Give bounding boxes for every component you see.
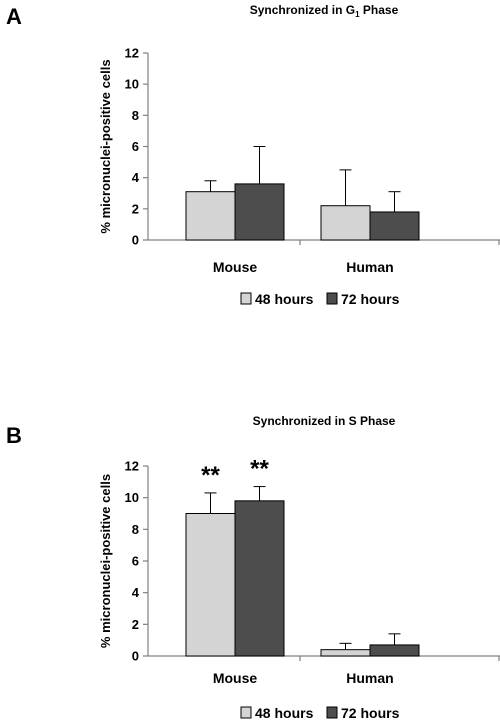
bar-human-series-0 [320,649,371,657]
bar-human-series-1 [369,644,420,657]
chart-title: Synchronized in S Phase [253,414,396,428]
legend-swatch [326,292,338,305]
y-tick-label: 0 [132,233,139,248]
y-tick-label: 12 [125,459,139,474]
y-tick-label: 4 [132,170,140,185]
chart-title-subscript: 1 [355,10,360,19]
legend-label: 48 hours [255,705,314,721]
y-tick-label: 12 [125,46,139,61]
x-tick-label: Mouse [213,670,258,686]
y-tick-label: 6 [132,139,139,154]
panel-letter-a: A [6,4,22,29]
x-tick-label: Mouse [213,259,258,275]
y-tick-label: 10 [125,490,139,505]
bar-mouse-series-0 [185,191,236,241]
legend-swatch [240,292,252,305]
y-tick-label: 10 [125,77,139,92]
significance-marker: ** [201,462,220,489]
legend-label: 72 hours [341,291,400,307]
y-tick-label: 8 [132,522,139,537]
legend-label: 48 hours [255,291,314,307]
legend-swatch [240,706,252,719]
chart-panel-b: Synchronized in S Phase % micronuclei-pos… [98,414,500,721]
y-tick-label: 2 [132,617,139,632]
bar-mouse-series-1 [234,500,285,657]
chart-title: Synchronized in G1 Phase [250,3,399,19]
chart-panel-a: Synchronized in G1 Phase % micronuclei-po… [98,3,500,307]
y-tick-label: 0 [132,649,139,664]
bar-mouse-series-0 [185,513,236,657]
bar-human-series-1 [369,211,420,241]
bar-mouse-series-1 [234,183,285,241]
legend-swatch [326,706,338,719]
y-tick-label: 6 [132,554,139,569]
significance-marker: ** [250,456,269,483]
x-tick-label: Human [346,670,393,686]
bar-human-series-0 [320,205,371,241]
legend-label: 72 hours [341,705,400,721]
panel-letter-b: B [6,423,22,448]
x-tick-label: Human [346,259,393,275]
y-tick-label: 2 [132,201,139,216]
y-tick-label: 8 [132,108,139,123]
chart-title-text: Synchronized in G [250,3,355,17]
y-axis-label: % micronuclei-positive cells [98,474,113,648]
y-axis-label: % micronuclei-positive cells [98,59,113,233]
chart-title-text: Synchronized in S Phase [253,414,396,428]
y-tick-label: 4 [132,585,140,600]
chart-title-suffix: Phase [360,3,399,17]
